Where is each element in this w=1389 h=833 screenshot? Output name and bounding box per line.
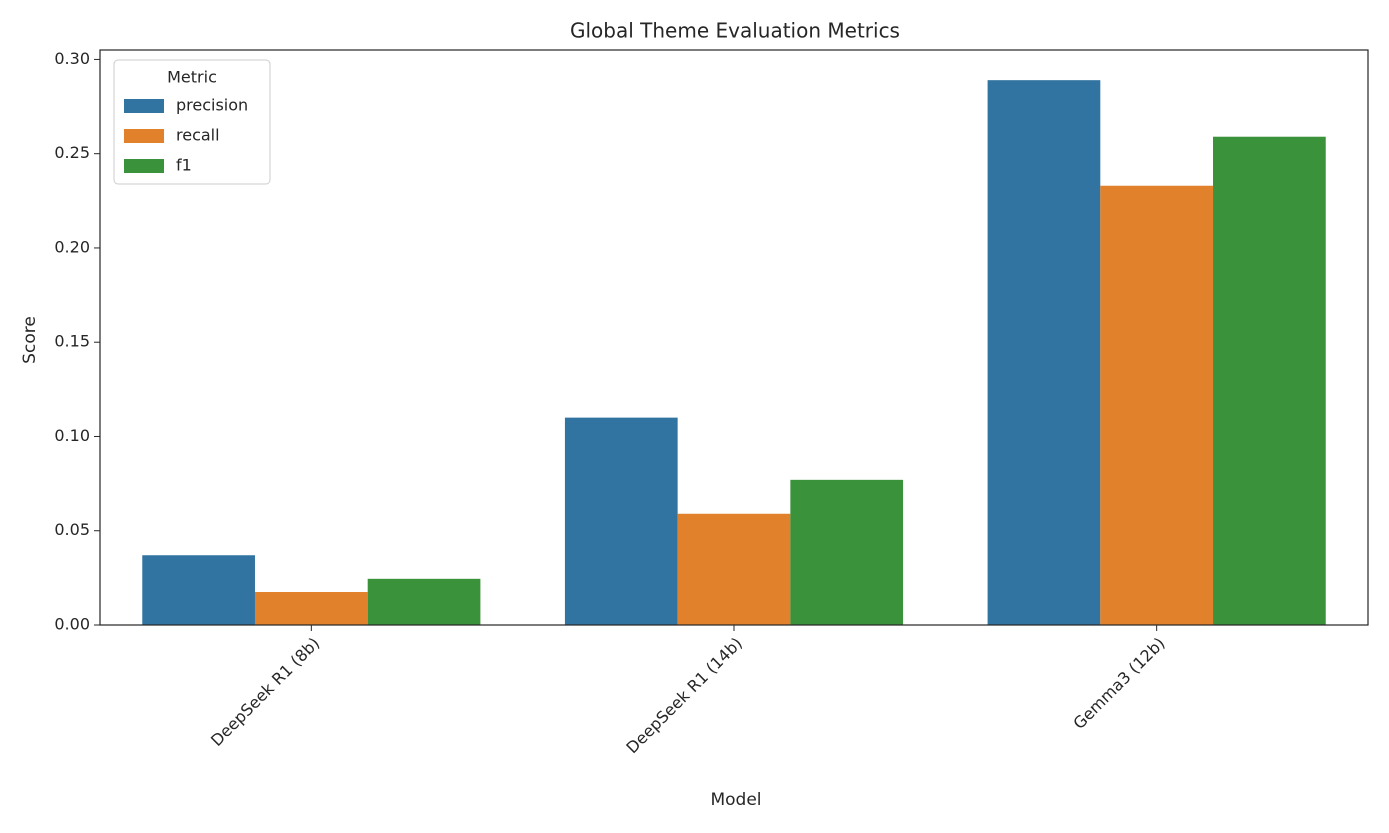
y-tick-label: 0.30	[54, 49, 90, 68]
plot-frame	[99, 49, 1369, 626]
y-tick-label: 0.20	[54, 237, 90, 256]
bar	[142, 555, 255, 625]
bar	[1100, 185, 1214, 625]
bar	[367, 578, 481, 625]
y-axis-label: Score	[20, 316, 40, 364]
bar	[677, 513, 791, 625]
legend-label: recall	[176, 126, 220, 145]
legend-label: precision	[176, 96, 248, 115]
chart-title: Global Theme Evaluation Metrics	[570, 19, 900, 43]
bar	[254, 592, 368, 625]
bar	[564, 417, 678, 625]
bar	[790, 479, 904, 625]
x-tick-label: DeepSeek R1 (14b)	[622, 634, 746, 758]
y-tick-label: 0.15	[54, 332, 90, 351]
x-axis-label: Model	[710, 790, 761, 810]
legend-title: Metric	[167, 68, 217, 87]
x-tick-label: DeepSeek R1 (8b)	[207, 634, 323, 750]
legend-box	[113, 59, 271, 185]
y-tick-label: 0.00	[54, 615, 90, 634]
y-tick-label: 0.10	[54, 426, 90, 445]
y-tick-label: 0.25	[54, 143, 90, 162]
y-tick-label: 0.05	[54, 520, 90, 539]
bar	[1213, 136, 1326, 625]
legend-swatch	[124, 159, 164, 173]
x-tick-label: Gemma3 (12b)	[1069, 634, 1168, 733]
legend-label: f1	[176, 156, 192, 175]
legend-swatch	[124, 99, 164, 113]
bar	[987, 80, 1101, 625]
legend-swatch	[124, 129, 164, 143]
